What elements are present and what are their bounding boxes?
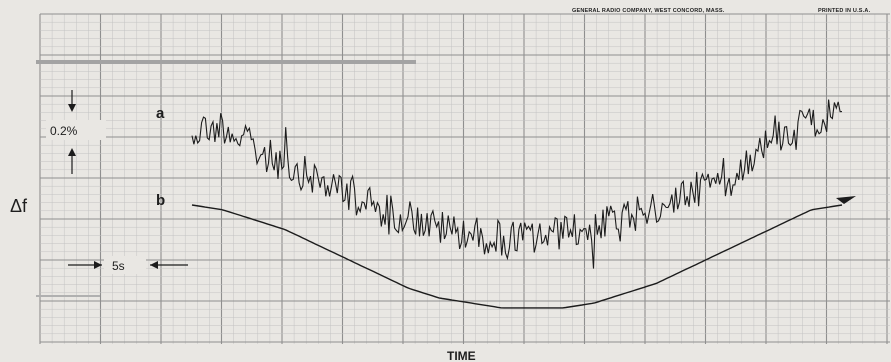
vscale-arrow-bottom-head xyxy=(68,148,76,156)
header-printed: PRINTED IN U.S.A. xyxy=(818,8,871,14)
hscale-arrow-right-head xyxy=(150,261,158,269)
vertical-scale-label: 0.2% xyxy=(50,124,78,138)
chart-grid xyxy=(36,13,890,344)
series-b-arrowhead xyxy=(836,196,856,204)
series-layer xyxy=(191,99,856,309)
series-a-line xyxy=(191,99,843,269)
series-label-a: a xyxy=(156,105,165,122)
annotation-layer xyxy=(36,90,188,297)
x-axis-label: TIME xyxy=(447,349,476,362)
vertical-scale-box xyxy=(46,120,106,140)
horizontal-scale-box xyxy=(104,256,146,274)
series-b-line xyxy=(191,204,843,309)
y-axis-label: Δf xyxy=(10,196,28,216)
horizontal-scale-label: 5s xyxy=(112,259,125,273)
series-label-b: b xyxy=(156,192,165,209)
hscale-arrow-left-head xyxy=(94,261,102,269)
header-company: GENERAL RADIO COMPANY, WEST CONCORD, MAS… xyxy=(572,8,725,14)
vscale-arrow-top-head xyxy=(68,104,76,112)
